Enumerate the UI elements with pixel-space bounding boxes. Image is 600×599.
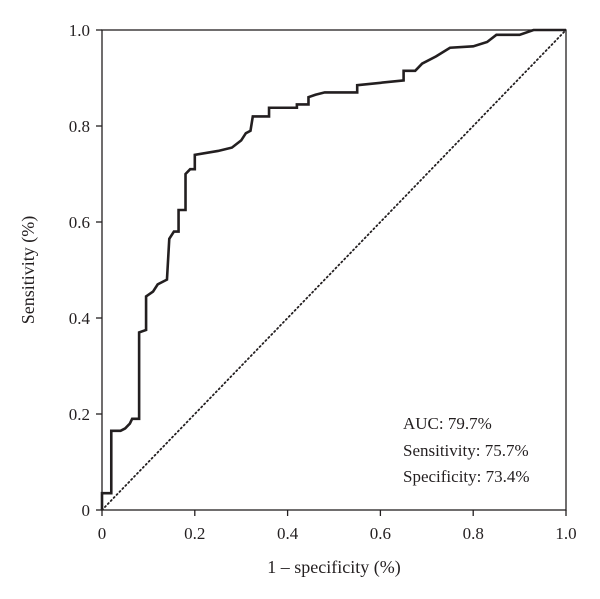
x-tick-label: 0.8	[463, 524, 484, 543]
y-axis-label: Sensitivity (%)	[18, 216, 39, 325]
y-tick-label: 1.0	[69, 21, 90, 40]
reference-diagonal-line	[101, 29, 567, 511]
x-tick-label: 0.6	[370, 524, 391, 543]
sensitivity-annotation: Sensitivity: 75.7%	[403, 441, 529, 460]
x-tick-label: 1.0	[555, 524, 576, 543]
y-tick-label: 0.8	[69, 117, 90, 136]
specificity-annotation: Specificity: 73.4%	[403, 467, 530, 486]
y-tick-label: 0.4	[69, 309, 91, 328]
x-tick-label: 0.4	[277, 524, 299, 543]
y-tick-label: 0.2	[69, 405, 90, 424]
curve-group	[100, 28, 567, 511]
y-tick-label: 0	[82, 501, 91, 520]
auc-annotation: AUC: 79.7%	[403, 414, 492, 433]
plot-frame	[101, 29, 567, 511]
y-tick-labels: 0 0.2 0.4 0.6 0.8 1.0	[69, 21, 91, 520]
x-tick-label: 0.2	[184, 524, 205, 543]
x-tick-labels: 0 0.2 0.4 0.6 0.8 1.0	[98, 524, 577, 543]
y-tick-label: 0.6	[69, 213, 90, 232]
x-tick-label: 0	[98, 524, 107, 543]
roc-curve-line	[100, 28, 566, 510]
x-axis-label: 1 – specificity (%)	[267, 557, 400, 578]
tick-group	[96, 29, 567, 516]
